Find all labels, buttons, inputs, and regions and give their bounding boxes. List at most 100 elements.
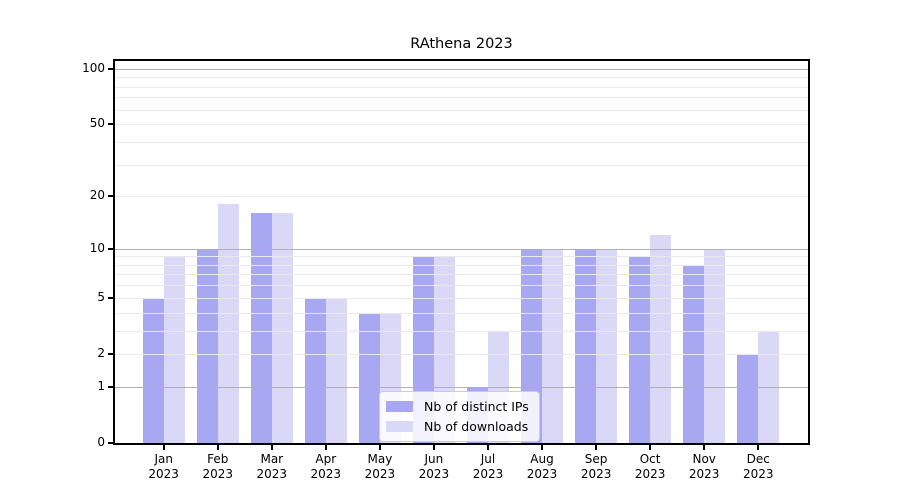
x-axis-label-month: Oct (639, 452, 661, 466)
x-axis-tick-dec (757, 445, 760, 450)
x-axis-label-month: Nov (692, 452, 716, 466)
y-axis-tick-50 (108, 123, 113, 126)
x-axis-label-year: 2023 (580, 467, 612, 481)
y-axis-label-10: 10 (89, 240, 105, 255)
x-axis-label-jul: Jul 2023 (456, 452, 520, 482)
y-axis-label-50: 50 (89, 116, 105, 131)
legend-swatch-distinct-ips (386, 401, 413, 412)
x-axis-tick-apr (324, 445, 327, 450)
gridline-minor-4 (115, 312, 808, 314)
bar-sep-downloads (596, 248, 618, 443)
y-axis-tick-1 (108, 385, 113, 388)
y-axis-tick-2 (108, 352, 113, 355)
y-axis-tick-0 (108, 442, 113, 444)
x-axis-label-year: 2023 (256, 467, 288, 481)
y-axis-tick-100 (108, 67, 113, 70)
bar-jan-downloads (163, 256, 185, 443)
x-axis-label-month: May (367, 452, 393, 466)
bar-mar-downloads (271, 213, 293, 443)
x-axis-label-nov: Nov 2023 (672, 452, 736, 482)
x-axis-label-year: 2023 (148, 467, 179, 481)
x-axis-tick-jan (162, 445, 165, 450)
x-axis-label-aug: Aug 2023 (510, 452, 574, 482)
legend-row-1: Nb of downloads (386, 419, 529, 434)
x-axis-label-dec: Dec 2023 (726, 452, 790, 482)
x-axis-label-year: 2023 (634, 467, 666, 481)
gridline-minor-70 (115, 97, 808, 99)
x-axis-label-month: Sep (584, 452, 608, 466)
x-axis-tick-jul (487, 445, 489, 450)
x-axis-label-month: Jan (154, 452, 173, 466)
bar-oct-downloads (650, 235, 672, 443)
x-axis-label-sep: Sep 2023 (564, 452, 628, 482)
x-axis-label-month: Aug (530, 452, 554, 466)
legend-label-downloads: Nb of downloads (424, 419, 529, 434)
legend-swatch-downloads (386, 421, 413, 432)
x-axis-label-year: 2023 (472, 467, 504, 481)
gridline-minor-40 (115, 141, 808, 143)
chart-title: RAthena 2023 (410, 36, 513, 52)
x-axis-label-jun: Jun 2023 (402, 452, 466, 482)
gridline-minor-3 (115, 330, 808, 332)
gridline-major-10 (115, 248, 808, 250)
gridline-minor-7 (115, 274, 808, 276)
x-axis-label-year: 2023 (418, 467, 450, 481)
bar-sep-distinct-ips (574, 248, 597, 443)
x-axis-label-month: Feb (207, 452, 229, 466)
y-axis-tick-5 (108, 296, 113, 299)
x-axis-tick-feb (216, 445, 219, 450)
gridline-minor-9 (115, 256, 808, 258)
gridline-minor-2 (115, 353, 808, 355)
x-axis-label-month: Dec (746, 452, 770, 466)
gridline-minor-30 (115, 164, 808, 166)
gridline-minor-20 (115, 196, 808, 198)
y-axis-label-100: 100 (82, 60, 105, 75)
bar-dec-distinct-ips (737, 353, 759, 443)
bar-apr-distinct-ips (304, 297, 326, 443)
y-axis-label-0: 0 (97, 435, 105, 449)
x-axis-label-year: 2023 (364, 467, 396, 481)
bar-apr-downloads (325, 297, 348, 443)
x-axis-label-month: Mar (260, 452, 284, 466)
bar-mar-distinct-ips (250, 213, 272, 443)
x-axis-label-year: 2023 (202, 467, 234, 481)
x-axis-tick-nov (703, 445, 706, 450)
x-axis-label-year: 2023 (526, 467, 558, 481)
x-axis-label-month: Jun (424, 452, 444, 466)
x-axis-tick-sep (595, 445, 598, 450)
plot-area (113, 59, 810, 445)
bar-feb-distinct-ips (196, 248, 218, 443)
gridline-minor-5 (115, 297, 808, 299)
gridline-minor-80 (115, 86, 808, 88)
bar-oct-distinct-ips (628, 256, 651, 443)
x-axis-tick-may (378, 445, 381, 450)
x-axis-label-apr: Apr 2023 (294, 452, 358, 482)
bar-jan-distinct-ips (142, 297, 164, 443)
x-axis-label-feb: Feb 2023 (186, 452, 250, 482)
bar-may-distinct-ips (358, 312, 380, 443)
legend-label-distinct-ips: Nb of distinct IPs (424, 399, 529, 414)
x-axis-label-oct: Oct 2023 (618, 452, 682, 482)
x-axis-label-may: May 2023 (348, 452, 412, 482)
gridline-minor-8 (115, 264, 808, 266)
legend: Nb of distinct IPs Nb of downloads (379, 391, 540, 442)
y-axis-label-20: 20 (89, 188, 105, 203)
bar-aug-downloads (542, 248, 564, 443)
gridline-major-1 (115, 386, 808, 388)
bar-feb-downloads (217, 204, 239, 443)
x-axis-tick-jun (432, 445, 435, 450)
legend-row-0: Nb of distinct IPs (386, 399, 529, 414)
y-axis-tick-10 (108, 247, 113, 250)
bar-nov-downloads (704, 248, 726, 443)
gridline-minor-90 (115, 77, 808, 79)
x-axis-tick-aug (541, 445, 543, 450)
gridline-major-100 (115, 68, 808, 70)
x-axis-tick-mar (270, 445, 273, 450)
y-axis-label-5: 5 (97, 289, 105, 304)
y-axis-tick-20 (108, 195, 113, 198)
x-axis-label-jan: Jan 2023 (132, 452, 196, 482)
x-axis-label-year: 2023 (310, 467, 342, 481)
gridline-minor-6 (115, 285, 808, 287)
x-axis-label-mar: Mar 2023 (240, 452, 304, 482)
